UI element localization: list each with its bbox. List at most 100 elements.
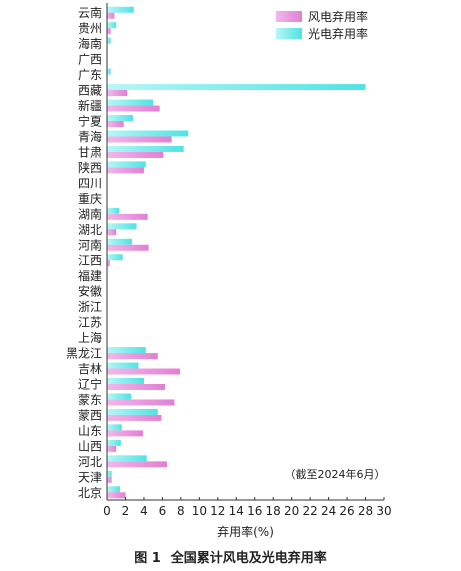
category-label: 河北 xyxy=(78,455,102,469)
category-label: 福建 xyxy=(78,268,102,283)
annotation: （截至2024年6月） xyxy=(285,467,386,481)
bar-solar xyxy=(107,393,132,400)
bar-solar xyxy=(107,115,133,122)
bar-solar xyxy=(107,207,120,214)
bar-wind xyxy=(107,461,168,468)
category-label: 贵州 xyxy=(78,22,102,36)
x-axis-label: 弃用率(%) xyxy=(217,524,274,539)
category-label: 天津 xyxy=(78,470,102,484)
category-label: 山东 xyxy=(78,424,102,438)
category-label: 黑龙江 xyxy=(66,347,102,361)
category-label: 山西 xyxy=(78,439,102,453)
bar-wind xyxy=(107,136,172,143)
category-label: 河南 xyxy=(78,237,102,252)
x-tick-label: 4 xyxy=(140,504,148,518)
bar-wind xyxy=(107,28,111,35)
bar-solar xyxy=(107,223,137,230)
bar-solar xyxy=(107,424,122,431)
legend-label: 风电弃用率 xyxy=(308,9,368,24)
bar-solar xyxy=(107,22,117,29)
bar-wind xyxy=(107,492,126,499)
category-label: 西藏 xyxy=(78,84,102,98)
bar-solar xyxy=(107,362,139,369)
x-tick-label: 16 xyxy=(247,504,262,518)
bar-group xyxy=(107,6,366,499)
x-tick-label: 22 xyxy=(302,504,317,518)
legend-label: 光电弃用率 xyxy=(308,26,368,41)
category-label: 湖北 xyxy=(78,222,102,237)
category-label: 四川 xyxy=(78,176,102,190)
category-label: 云南 xyxy=(78,5,102,20)
category-label: 浙江 xyxy=(78,300,102,314)
legend-swatch xyxy=(276,11,302,22)
x-tick-label: 2 xyxy=(122,504,130,518)
bar-solar xyxy=(107,84,366,91)
bar-wind xyxy=(107,383,166,390)
category-label: 新疆 xyxy=(78,98,102,113)
bar-wind xyxy=(107,476,112,483)
bar-solar xyxy=(107,455,147,462)
bar-wind xyxy=(107,260,110,267)
bar-solar xyxy=(107,347,146,354)
category-label: 重庆 xyxy=(78,192,102,206)
category-label: 蒙西 xyxy=(78,408,102,422)
caption-number: 图 1 xyxy=(134,551,161,566)
bar-wind xyxy=(107,414,162,421)
category-label: 宁夏 xyxy=(78,114,102,129)
category-label: 吉林 xyxy=(78,362,102,376)
bar-wind xyxy=(107,151,164,158)
category-label: 北京 xyxy=(78,486,102,500)
x-tick-label: 0 xyxy=(103,504,111,518)
bar-solar xyxy=(107,470,112,477)
category-label: 湖南 xyxy=(78,206,102,221)
bar-wind xyxy=(107,121,124,128)
chart: 云南贵州海南广西广东西藏新疆宁夏青海甘肃陕西四川重庆湖南湖北河南江西福建安徽浙江… xyxy=(66,3,392,539)
category-label: 陕西 xyxy=(78,160,102,175)
x-tick-label: 18 xyxy=(266,504,281,518)
category-label: 甘肃 xyxy=(78,145,102,159)
bar-solar xyxy=(107,486,120,493)
category-labels: 云南贵州海南广西广东西藏新疆宁夏青海甘肃陕西四川重庆湖南湖北河南江西福建安徽浙江… xyxy=(66,5,102,500)
category-label: 江西 xyxy=(78,254,102,268)
x-tick-label: 30 xyxy=(376,504,391,518)
category-label: 江苏 xyxy=(78,316,102,330)
figure-caption: 图 1 全国累计风电及光电弃用率 xyxy=(0,547,461,566)
bar-wind xyxy=(107,244,149,251)
bar-solar xyxy=(107,238,132,245)
bar-wind xyxy=(107,167,144,174)
category-label: 广东 xyxy=(78,68,102,82)
category-label: 安徽 xyxy=(78,284,102,299)
bar-wind xyxy=(107,90,128,97)
bar-solar xyxy=(107,68,111,75)
category-label: 上海 xyxy=(78,330,102,345)
x-tick-label: 6 xyxy=(159,504,167,518)
bar-wind xyxy=(107,229,117,236)
x-tick-label: 28 xyxy=(358,504,373,518)
bar-wind xyxy=(107,213,148,220)
x-tick-label: 8 xyxy=(177,504,185,518)
bar-wind xyxy=(107,12,115,19)
bar-wind xyxy=(107,105,160,112)
x-tick-label: 12 xyxy=(210,504,225,518)
x-tick-label: 10 xyxy=(192,504,207,518)
bar-wind xyxy=(107,353,158,360)
bar-wind xyxy=(107,368,180,375)
bar-wind xyxy=(107,399,175,406)
bar-solar xyxy=(107,254,123,261)
bar-solar xyxy=(107,439,121,446)
bar-solar xyxy=(107,377,144,384)
category-label: 海南 xyxy=(78,36,102,51)
x-tick-label: 24 xyxy=(321,504,336,518)
x-tick-label: 14 xyxy=(229,504,244,518)
bar-solar xyxy=(107,6,134,13)
caption-text: 全国累计风电及光电弃用率 xyxy=(170,551,327,566)
bar-solar xyxy=(107,130,189,137)
category-label: 辽宁 xyxy=(78,376,102,391)
category-label: 广西 xyxy=(78,53,102,67)
category-label: 蒙东 xyxy=(78,393,102,407)
bar-solar xyxy=(107,37,111,44)
bar-solar xyxy=(107,99,154,106)
bar-solar xyxy=(107,145,184,152)
bar-wind xyxy=(107,445,117,452)
x-tick-label: 26 xyxy=(339,504,354,518)
